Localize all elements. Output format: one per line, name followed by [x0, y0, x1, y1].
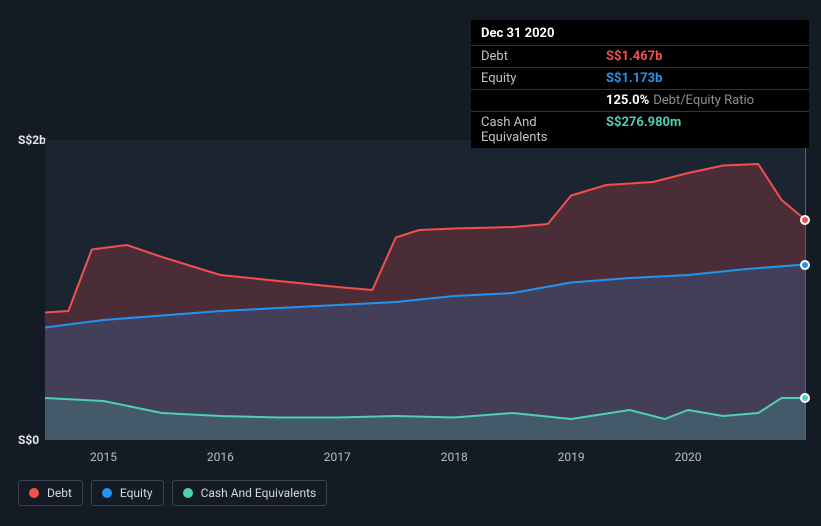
x-axis-tick: 2018: [441, 450, 468, 464]
y-axis-tick: S$2b: [18, 133, 46, 147]
tooltip-row-key: Debt: [481, 49, 606, 64]
legend-dot-icon: [29, 488, 39, 498]
x-axis-tick: 2015: [90, 450, 117, 464]
legend-item[interactable]: Equity: [91, 480, 164, 506]
tooltip-row: Cash And EquivalentsS$276.980m: [471, 111, 809, 148]
legend-label: Cash And Equivalents: [201, 486, 317, 500]
legend-label: Debt: [47, 486, 72, 500]
chart-legend: Debt Equity Cash And Equivalents: [18, 480, 327, 506]
chart-container: S$0 S$2b 2015 2016 2017 2018 2019 2020 Dec 31 …: [0, 0, 821, 526]
chart-plot-area[interactable]: [45, 140, 805, 440]
x-axis-tick: 2020: [675, 450, 702, 464]
legend-label: Equity: [120, 486, 153, 500]
tooltip-row-key: [481, 93, 606, 108]
tooltip-row: EquityS$1.173b: [471, 67, 809, 89]
hover-marker: [800, 215, 810, 225]
tooltip-row-value: 125.0%: [606, 93, 649, 108]
legend-item[interactable]: Debt: [18, 480, 83, 506]
hover-marker: [800, 393, 810, 403]
legend-dot-icon: [183, 488, 193, 498]
tooltip-row-key: Equity: [481, 71, 606, 86]
tooltip-row-value: S$1.173b: [606, 71, 662, 86]
x-axis-tick: 2017: [324, 450, 351, 464]
y-axis-tick: S$0: [18, 433, 39, 447]
x-axis-tick: 2019: [558, 450, 585, 464]
hover-marker: [800, 260, 810, 270]
tooltip-row-note: Debt/Equity Ratio: [653, 93, 754, 108]
tooltip-row: DebtS$1.467b: [471, 45, 809, 67]
tooltip-row-value: S$276.980m: [606, 115, 681, 145]
tooltip-row-value: S$1.467b: [606, 49, 662, 64]
legend-item[interactable]: Cash And Equivalents: [172, 480, 328, 506]
x-axis-tick: 2016: [207, 450, 234, 464]
tooltip-row: 125.0% Debt/Equity Ratio: [471, 89, 809, 111]
legend-dot-icon: [102, 488, 112, 498]
chart-tooltip: Dec 31 2020 DebtS$1.467bEquityS$1.173b12…: [471, 20, 809, 148]
tooltip-row-key: Cash And Equivalents: [481, 115, 606, 145]
tooltip-date: Dec 31 2020: [471, 20, 809, 45]
